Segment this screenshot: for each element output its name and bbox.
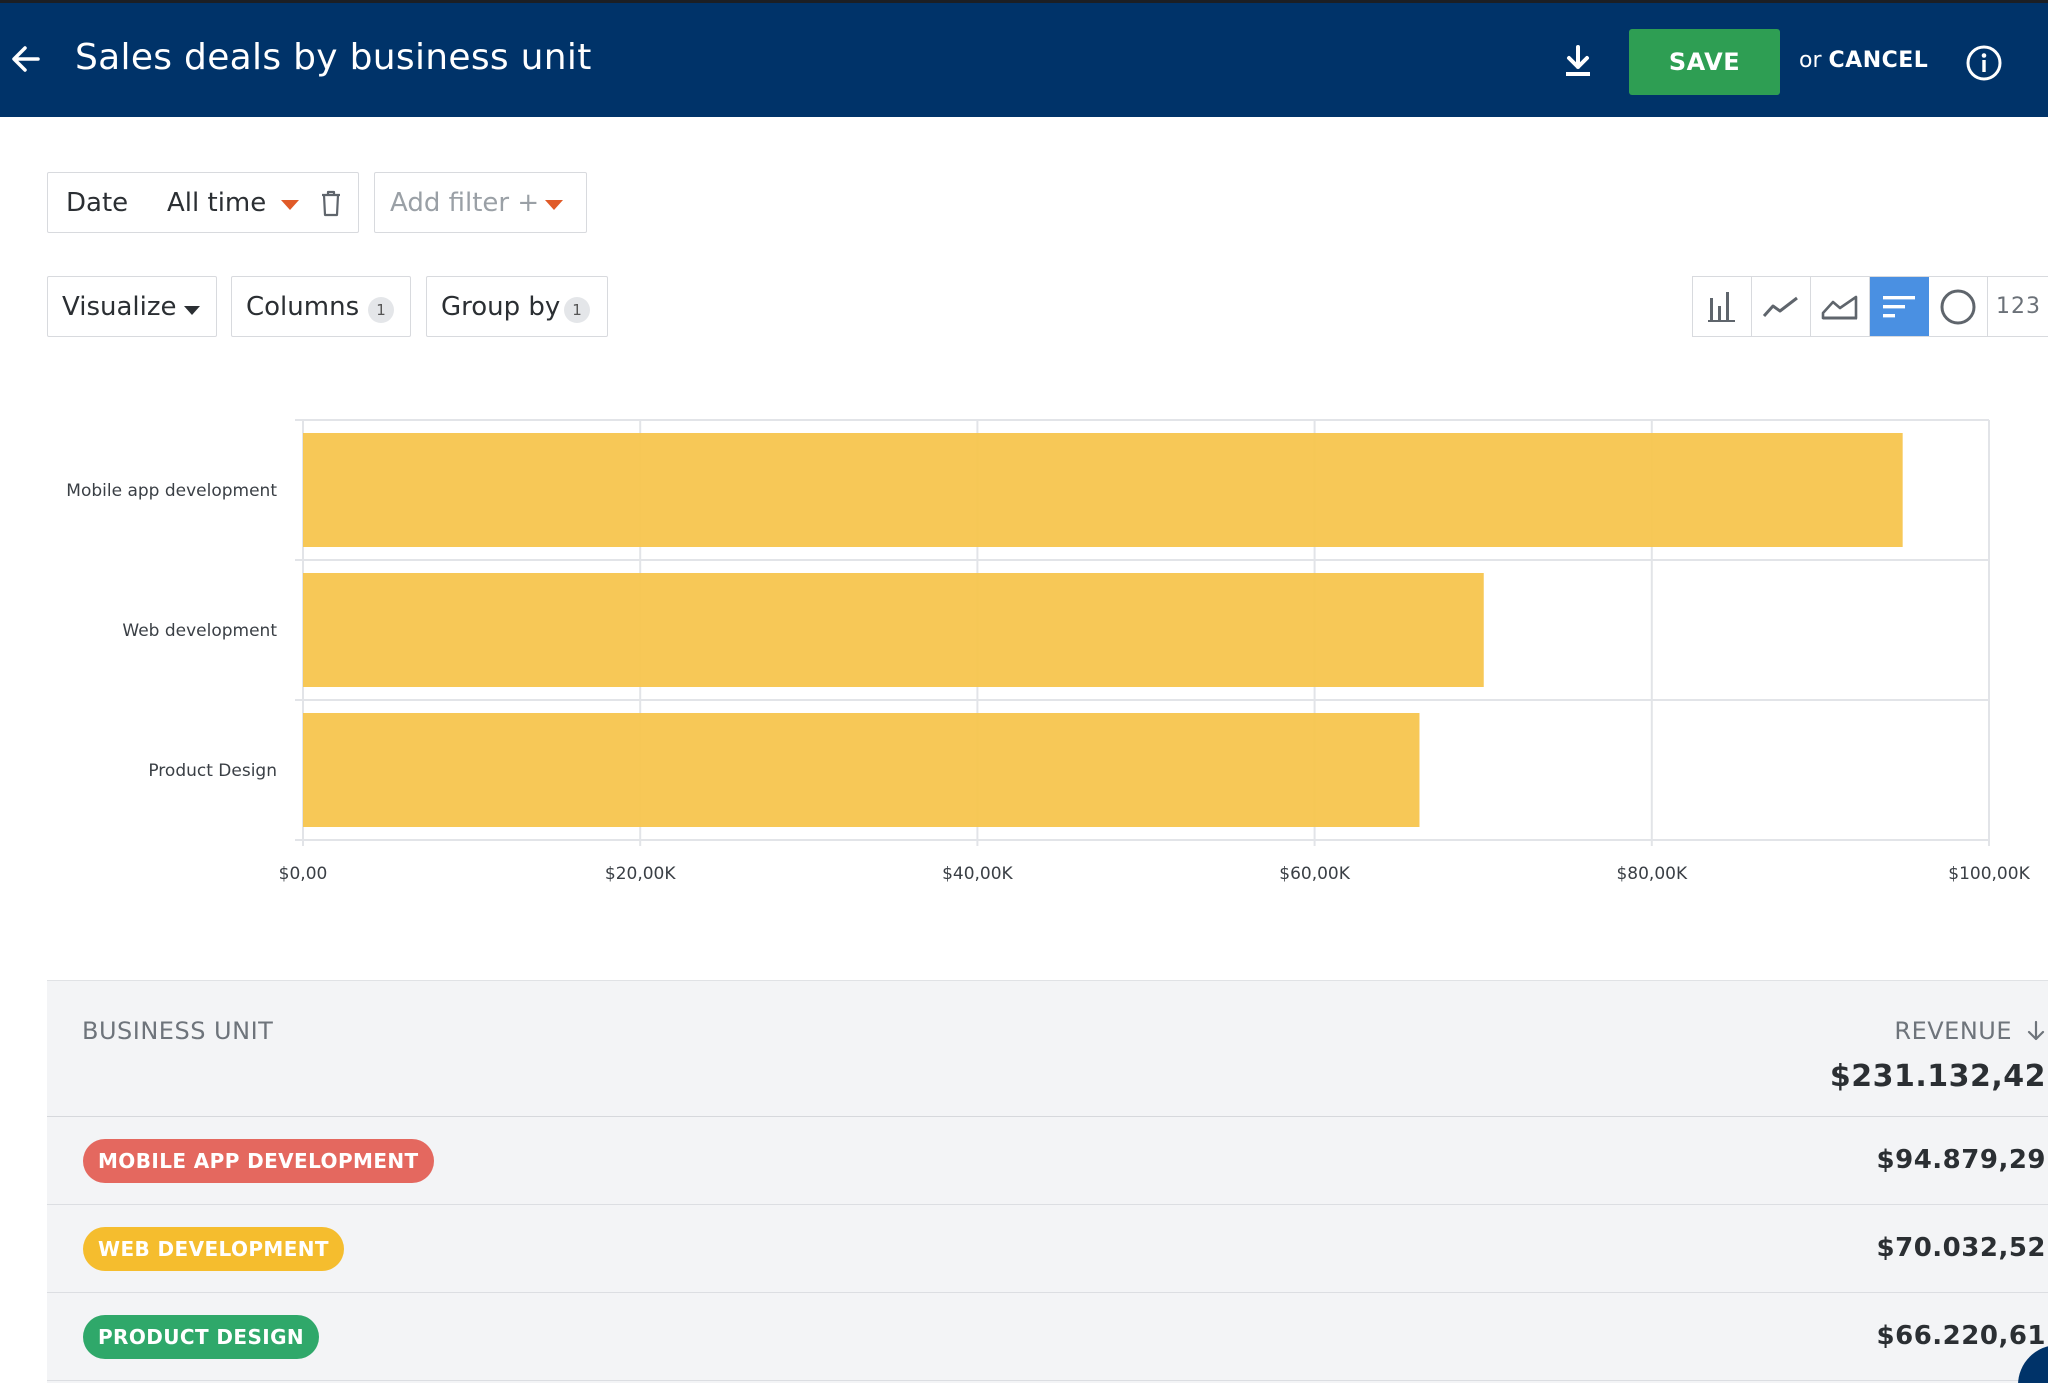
chart-canvas: Mobile app development Web development Pro… [66, 419, 2031, 884]
pie-chart-icon[interactable] [1929, 277, 1988, 336]
revenue-total: $231.132,42 [1829, 1059, 2046, 1094]
add-filter-label: Add filter + [390, 188, 540, 218]
group-by-count-badge: 1 [564, 297, 590, 323]
bar-chart: Mobile app development Web development Pro… [0, 400, 2048, 900]
sort-down-arrow-icon [2027, 1020, 2045, 1041]
business-unit-tag[interactable]: WEB DEVELOPMENT [83, 1227, 344, 1271]
bar [303, 713, 1420, 827]
date-filter-label: Date [66, 188, 129, 218]
category-label: Web development [122, 621, 277, 641]
x-tick-label: $100,00K [1948, 864, 2030, 884]
revenue-value: $94.879,29 [1876, 1145, 2046, 1175]
bar [303, 573, 1484, 687]
column-header-revenue[interactable]: REVENUE [1894, 1017, 2046, 1045]
or-label: or [1799, 48, 1822, 73]
save-button[interactable]: SAVE [1629, 29, 1780, 95]
line-chart-icon[interactable] [1752, 277, 1811, 336]
table-row[interactable]: PRODUCT DESIGN $66.220,61 [47, 1293, 2048, 1381]
download-icon[interactable] [1560, 41, 1596, 81]
table-row[interactable]: MOBILE APP DEVELOPMENT $94.879,29 [47, 1117, 2048, 1205]
x-tick-label: $80,00K [1616, 864, 1687, 884]
chevron-down-icon [184, 306, 200, 315]
trash-icon[interactable] [319, 189, 343, 217]
columns-button[interactable]: Columns 1 [231, 276, 411, 337]
info-icon[interactable] [1965, 44, 2003, 82]
back-arrow-icon[interactable] [8, 41, 44, 77]
bar [303, 433, 1903, 547]
add-filter-button[interactable]: Add filter + [374, 172, 587, 233]
data-table: BUSINESS UNIT REVENUE $231.132,42 MOBILE… [47, 980, 2048, 1383]
category-label: Product Design [148, 761, 277, 781]
cancel-group: or CANCEL [1799, 48, 1928, 73]
column-header-business-unit[interactable]: BUSINESS UNIT [82, 1017, 274, 1045]
bar-chart-icon[interactable] [1693, 277, 1752, 336]
x-tick-label: $20,00K [605, 864, 676, 884]
number-chart-icon[interactable]: 123 [1996, 294, 2041, 319]
top-bar: Sales deals by business unit SAVE or CAN… [0, 0, 2048, 117]
area-chart-icon[interactable] [1811, 277, 1870, 336]
columns-count-badge: 1 [368, 297, 394, 323]
chevron-down-icon [545, 200, 563, 210]
visualize-label: Visualize [62, 292, 177, 322]
x-tick-label: $40,00K [942, 864, 1013, 884]
group-by-label: Group by [441, 292, 561, 322]
business-unit-tag[interactable]: MOBILE APP DEVELOPMENT [83, 1139, 434, 1183]
business-unit-tag[interactable]: PRODUCT DESIGN [83, 1315, 320, 1359]
page-title: Sales deals by business unit [75, 37, 592, 78]
table-row[interactable]: WEB DEVELOPMENT $70.032,52 [47, 1205, 2048, 1293]
revenue-value: $70.032,52 [1876, 1233, 2046, 1263]
revenue-header-label: REVENUE [1894, 1017, 2012, 1045]
date-range-select[interactable]: All time [167, 188, 267, 218]
visualize-dropdown[interactable]: Visualize [47, 276, 217, 337]
chevron-down-icon[interactable] [281, 200, 299, 210]
group-by-button[interactable]: Group by 1 [426, 276, 608, 337]
chart-type-switcher: 123 [1692, 276, 2048, 337]
date-filter: Date All time [47, 172, 359, 233]
x-tick-label: $60,00K [1279, 864, 1350, 884]
horizontal-bar-chart-icon[interactable] [1870, 277, 1929, 336]
category-label: Mobile app development [66, 481, 277, 501]
revenue-value: $66.220,61 [1876, 1321, 2046, 1351]
table-header: BUSINESS UNIT REVENUE $231.132,42 [47, 980, 2048, 1117]
x-tick-label: $0,00 [279, 864, 328, 884]
cancel-button[interactable]: CANCEL [1828, 48, 1929, 73]
columns-label: Columns [246, 292, 360, 322]
